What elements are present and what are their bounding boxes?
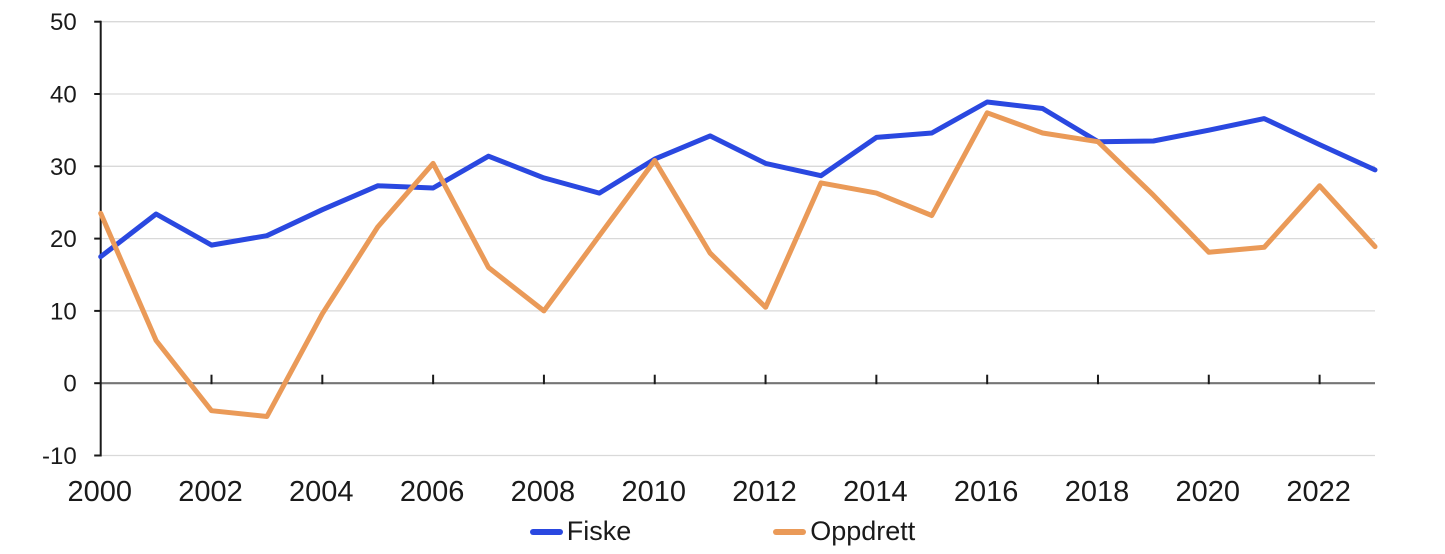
y-tick-label: 0 <box>63 371 76 398</box>
x-tick-label: 2012 <box>732 476 797 508</box>
fiske-line <box>98 99 1378 260</box>
legend-item-oppdrett: Oppdrett <box>773 518 915 545</box>
legend: Fiske Oppdrett <box>0 509 1445 554</box>
y-tick-label: 20 <box>50 226 77 253</box>
x-tick-label: 2016 <box>954 476 1019 508</box>
legend-item-fiske: Fiske <box>529 516 632 546</box>
fiske-line-swatch-icon <box>529 528 563 535</box>
x-tick-label: 2002 <box>178 476 243 508</box>
legend-label-oppdrett: Oppdrett <box>810 516 916 546</box>
oppdrett-line-swatch-icon <box>773 528 807 535</box>
x-tick-label: 2006 <box>400 476 465 508</box>
x-tick-label: 2018 <box>1065 476 1130 508</box>
y-tick-label: 30 <box>50 154 77 181</box>
x-tick-label: 2014 <box>843 476 908 508</box>
x-tick-label: 2010 <box>621 476 686 508</box>
x-tick-label: 2020 <box>1176 476 1241 508</box>
y-tick-label: 10 <box>50 298 77 325</box>
x-tick-label: 2008 <box>511 476 576 508</box>
x-tick-label: 2022 <box>1286 476 1351 508</box>
x-tick-label: 2004 <box>289 476 354 508</box>
y-tick-label: 40 <box>50 82 77 109</box>
y-tick-label: 50 <box>50 9 77 36</box>
x-tick-label: 2000 <box>67 476 132 508</box>
y-tick-label: -10 <box>42 443 77 470</box>
legend-label-fiske: Fiske <box>566 516 632 546</box>
oppdrett-line <box>98 110 1378 419</box>
